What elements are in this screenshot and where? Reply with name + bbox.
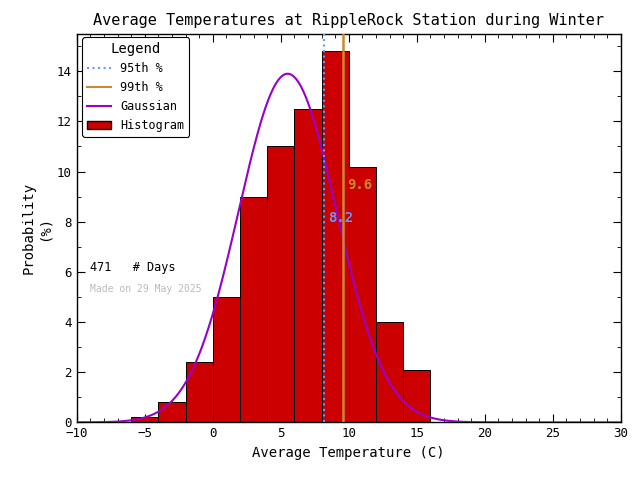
Text: Made on 29 May 2025: Made on 29 May 2025 — [90, 284, 202, 294]
Bar — [376, 322, 403, 422]
Title: Average Temperatures at RippleRock Station during Winter: Average Temperatures at RippleRock Stati… — [93, 13, 604, 28]
Legend: 95th %, 99th %, Gaussian, Histogram: 95th %, 99th %, Gaussian, Histogram — [82, 37, 189, 136]
Bar — [186, 362, 212, 422]
Bar — [349, 167, 376, 422]
Bar — [131, 418, 158, 422]
Text: 9.6: 9.6 — [347, 178, 372, 192]
Bar — [268, 146, 294, 422]
Bar — [322, 51, 349, 422]
Text: 8.2: 8.2 — [328, 211, 353, 225]
Bar — [294, 109, 322, 422]
Bar — [240, 197, 268, 422]
Bar — [159, 402, 186, 422]
Bar — [403, 370, 431, 422]
Bar — [212, 297, 240, 422]
Y-axis label: Probability
(%): Probability (%) — [21, 182, 51, 274]
X-axis label: Average Temperature (C): Average Temperature (C) — [253, 446, 445, 460]
Text: 471   # Days: 471 # Days — [90, 261, 176, 274]
